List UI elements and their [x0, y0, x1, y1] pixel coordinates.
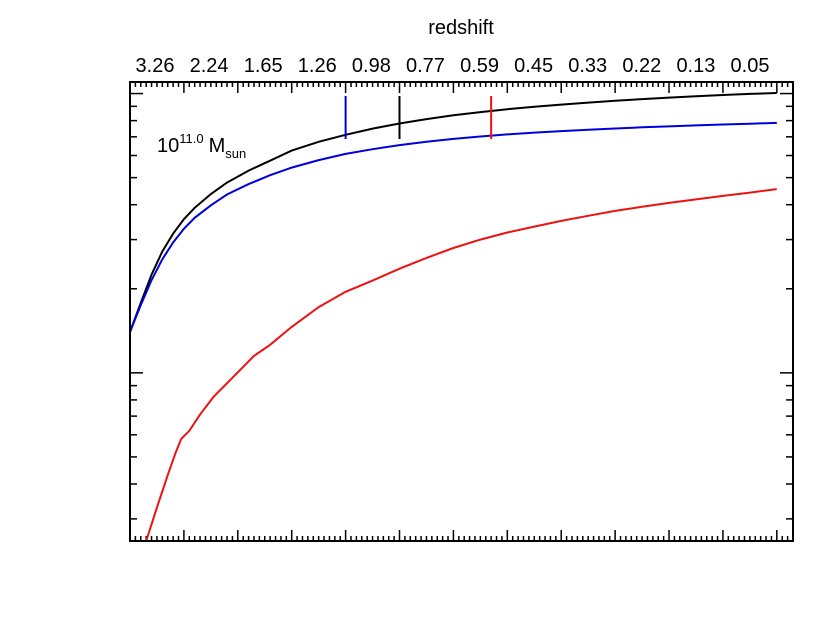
top-tick-label: 1.65 [244, 55, 283, 77]
annotation-unit-sub: sun [225, 146, 246, 161]
series-line-0 [129, 92, 777, 333]
annotation-exponent: 11.0 [179, 131, 203, 146]
series-line-1 [129, 121, 777, 333]
top-tick-label: 0.59 [460, 55, 499, 77]
top-tick-label: 0.98 [352, 55, 391, 77]
top-tick-label: 3.26 [136, 55, 175, 77]
top-tick-label: 0.13 [676, 55, 715, 77]
series-line-2 [145, 188, 777, 542]
annotation-unit: M [209, 135, 226, 157]
top-tick-label: 0.33 [568, 55, 607, 77]
top-tick-label: 0.05 [731, 55, 770, 77]
plot-frame [129, 81, 794, 542]
top-axis-label: redshift [428, 17, 494, 39]
mass-annotation: 1011.0 Msun [157, 131, 246, 161]
top-tick-label: 0.22 [622, 55, 661, 77]
top-tick-label: 1.26 [298, 55, 337, 77]
top-tick-label: 0.77 [406, 55, 445, 77]
top-tick-label: 2.24 [190, 55, 229, 77]
top-tick-label: 0.45 [514, 55, 553, 77]
annotation-base: 10 [157, 135, 179, 157]
